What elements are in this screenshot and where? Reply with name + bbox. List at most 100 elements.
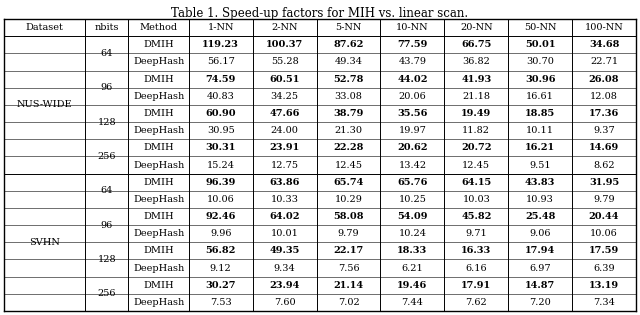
Text: 35.56: 35.56 bbox=[397, 109, 428, 118]
Text: 10.33: 10.33 bbox=[271, 195, 299, 204]
Text: 16.21: 16.21 bbox=[525, 143, 556, 152]
Text: 10.03: 10.03 bbox=[462, 195, 490, 204]
Text: 9.37: 9.37 bbox=[593, 126, 615, 135]
Text: 96: 96 bbox=[100, 220, 113, 230]
Text: 60.51: 60.51 bbox=[269, 75, 300, 83]
Text: 92.46: 92.46 bbox=[205, 212, 236, 221]
Text: 66.75: 66.75 bbox=[461, 40, 492, 49]
Text: 10.24: 10.24 bbox=[398, 229, 426, 238]
Text: 6.16: 6.16 bbox=[465, 264, 487, 272]
Text: 20.62: 20.62 bbox=[397, 143, 428, 152]
Text: DMIH: DMIH bbox=[143, 281, 174, 290]
Text: 38.79: 38.79 bbox=[333, 109, 364, 118]
Text: 19.49: 19.49 bbox=[461, 109, 492, 118]
Text: 20.44: 20.44 bbox=[589, 212, 620, 221]
Text: 60.90: 60.90 bbox=[205, 109, 236, 118]
Text: 33.08: 33.08 bbox=[335, 92, 362, 101]
Text: 22.71: 22.71 bbox=[590, 57, 618, 66]
Text: 34.25: 34.25 bbox=[271, 92, 299, 101]
Text: 9.79: 9.79 bbox=[593, 195, 615, 204]
Text: Method: Method bbox=[140, 23, 178, 32]
Text: 45.82: 45.82 bbox=[461, 212, 492, 221]
Text: 6.97: 6.97 bbox=[529, 264, 551, 272]
Text: 65.74: 65.74 bbox=[333, 178, 364, 187]
Text: 21.30: 21.30 bbox=[335, 126, 362, 135]
Text: DMIH: DMIH bbox=[143, 246, 174, 255]
Text: DMIH: DMIH bbox=[143, 178, 174, 187]
Text: SVHN: SVHN bbox=[29, 238, 60, 247]
Text: 7.62: 7.62 bbox=[465, 298, 487, 307]
Text: 50-NN: 50-NN bbox=[524, 23, 556, 32]
Text: 77.59: 77.59 bbox=[397, 40, 428, 49]
Text: 14.87: 14.87 bbox=[525, 281, 556, 290]
Text: 17.94: 17.94 bbox=[525, 246, 556, 255]
Text: Dataset: Dataset bbox=[26, 23, 63, 32]
Text: 18.85: 18.85 bbox=[525, 109, 556, 118]
Text: 100.37: 100.37 bbox=[266, 40, 303, 49]
Text: 5-NN: 5-NN bbox=[335, 23, 362, 32]
Text: 41.93: 41.93 bbox=[461, 75, 492, 83]
Text: 9.79: 9.79 bbox=[338, 229, 359, 238]
Text: 36.82: 36.82 bbox=[462, 57, 490, 66]
Text: 16.33: 16.33 bbox=[461, 246, 492, 255]
Text: 10.01: 10.01 bbox=[271, 229, 298, 238]
Text: 19.97: 19.97 bbox=[399, 126, 426, 135]
Text: 9.51: 9.51 bbox=[529, 161, 551, 169]
Text: 65.76: 65.76 bbox=[397, 178, 428, 187]
Text: 58.08: 58.08 bbox=[333, 212, 364, 221]
Text: DeepHash: DeepHash bbox=[133, 161, 184, 169]
Text: 30.95: 30.95 bbox=[207, 126, 235, 135]
Text: 7.34: 7.34 bbox=[593, 298, 615, 307]
Text: 7.56: 7.56 bbox=[338, 264, 359, 272]
Text: 43.79: 43.79 bbox=[398, 57, 426, 66]
Text: 7.60: 7.60 bbox=[274, 298, 296, 307]
Text: 55.28: 55.28 bbox=[271, 57, 298, 66]
Text: 7.44: 7.44 bbox=[401, 298, 423, 307]
Text: 15.24: 15.24 bbox=[207, 161, 235, 169]
Text: 12.45: 12.45 bbox=[462, 161, 490, 169]
Text: 49.35: 49.35 bbox=[269, 246, 300, 255]
Text: 9.06: 9.06 bbox=[529, 229, 551, 238]
Text: 96.39: 96.39 bbox=[205, 178, 236, 187]
Text: 10.25: 10.25 bbox=[399, 195, 426, 204]
Text: 31.95: 31.95 bbox=[589, 178, 619, 187]
Text: DeepHash: DeepHash bbox=[133, 264, 184, 272]
Text: DeepHash: DeepHash bbox=[133, 229, 184, 238]
Text: 64.15: 64.15 bbox=[461, 178, 492, 187]
Text: 52.78: 52.78 bbox=[333, 75, 364, 83]
Text: 22.28: 22.28 bbox=[333, 143, 364, 152]
Text: DMIH: DMIH bbox=[143, 109, 174, 118]
Text: 64.02: 64.02 bbox=[269, 212, 300, 221]
Text: 12.75: 12.75 bbox=[271, 161, 299, 169]
Text: 14.69: 14.69 bbox=[589, 143, 619, 152]
Text: 64: 64 bbox=[100, 186, 113, 195]
Text: 10.93: 10.93 bbox=[526, 195, 554, 204]
Text: 20-NN: 20-NN bbox=[460, 23, 493, 32]
Text: 43.83: 43.83 bbox=[525, 178, 556, 187]
Text: 54.09: 54.09 bbox=[397, 212, 428, 221]
Text: 17.59: 17.59 bbox=[589, 246, 619, 255]
Text: 74.59: 74.59 bbox=[205, 75, 236, 83]
Text: 25.48: 25.48 bbox=[525, 212, 556, 221]
Text: 50.01: 50.01 bbox=[525, 40, 556, 49]
Text: DeepHash: DeepHash bbox=[133, 126, 184, 135]
Text: 44.02: 44.02 bbox=[397, 75, 428, 83]
Text: 128: 128 bbox=[97, 255, 116, 264]
Text: 256: 256 bbox=[97, 152, 116, 161]
Text: DMIH: DMIH bbox=[143, 75, 174, 83]
Text: NUS-WIDE: NUS-WIDE bbox=[17, 100, 72, 109]
Text: 119.23: 119.23 bbox=[202, 40, 239, 49]
Text: 10-NN: 10-NN bbox=[396, 23, 429, 32]
Text: 22.17: 22.17 bbox=[333, 246, 364, 255]
Text: 13.19: 13.19 bbox=[589, 281, 619, 290]
Text: 7.53: 7.53 bbox=[210, 298, 232, 307]
Text: 9.96: 9.96 bbox=[210, 229, 232, 238]
Text: 18.33: 18.33 bbox=[397, 246, 428, 255]
Text: 20.06: 20.06 bbox=[399, 92, 426, 101]
Text: 19.46: 19.46 bbox=[397, 281, 428, 290]
Text: Table 1. Speed-up factors for MIH vs. linear scan.: Table 1. Speed-up factors for MIH vs. li… bbox=[172, 7, 468, 20]
Text: 96: 96 bbox=[100, 83, 113, 92]
Text: 64: 64 bbox=[100, 49, 113, 58]
Text: 6.21: 6.21 bbox=[401, 264, 423, 272]
Text: 16.61: 16.61 bbox=[526, 92, 554, 101]
